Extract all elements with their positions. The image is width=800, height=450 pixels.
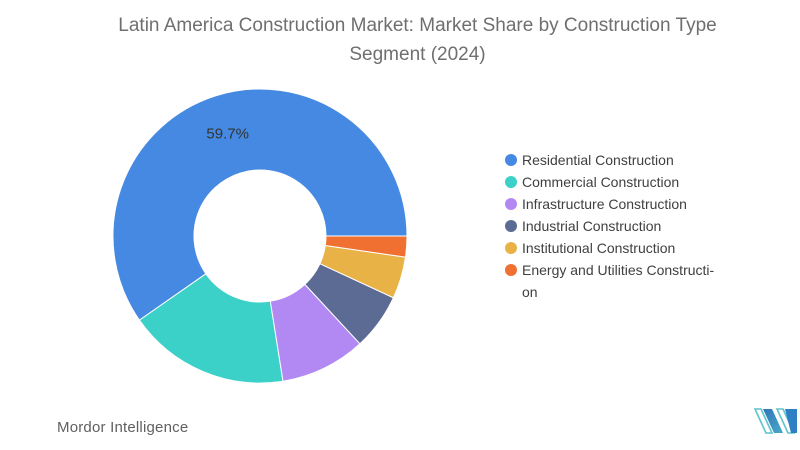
legend-item-residential-construction[interactable]: Residential Construction [505,149,714,171]
legend-item-energy-and-utilities-construction[interactable]: Energy and Utilities Constructi- on [505,259,714,303]
legend-marker-institutional [505,242,517,254]
legend-label: Infrastructure Construction [522,196,687,212]
brand-watermark: Mordor Intelligence [57,419,189,436]
pie-slice-commercial-construction[interactable] [138,273,284,384]
legend-label: Commercial Construction [522,174,680,190]
legend-item-institutional-construction[interactable]: Institutional Construction [505,237,714,259]
legend-item-commercial-construction[interactable]: Commercial Construction [505,171,714,193]
legend-marker-residential [505,154,517,166]
pie-slice-energy-and-utilities-construction[interactable] [324,235,408,258]
legend-marker-infrastructure [505,198,517,210]
legend-marker-commercial [505,176,517,188]
logo-solid-middle [763,409,783,433]
legend-label: Energy and Utilities Constructi- on [522,262,715,300]
legend: Residential Construction Commercial Cons… [505,149,714,303]
legend-marker-energy-utilities [505,264,517,276]
legend-marker-industrial [505,220,517,232]
legend-item-industrial-construction[interactable]: Industrial Construction [505,215,714,237]
chart-title: Latin America Construction Market: Marke… [35,11,800,69]
logo-outline-left [753,408,774,434]
legend-label: Institutional Construction [522,240,676,256]
logo-solid-right [785,409,797,433]
legend-item-infrastructure-construction[interactable]: Infrastructure Construction [505,193,714,215]
chart-title-line2: Segment (2024) [349,44,486,65]
mordor-logo [753,408,797,434]
chart-title-line1: Latin America Construction Market: Marke… [118,15,717,36]
pie-slice-residential-construction[interactable] [112,88,408,321]
legend-label: Industrial Construction [522,218,662,234]
legend-label: Residential Construction [522,152,674,168]
slice-data-label: 59.7% [206,126,249,143]
